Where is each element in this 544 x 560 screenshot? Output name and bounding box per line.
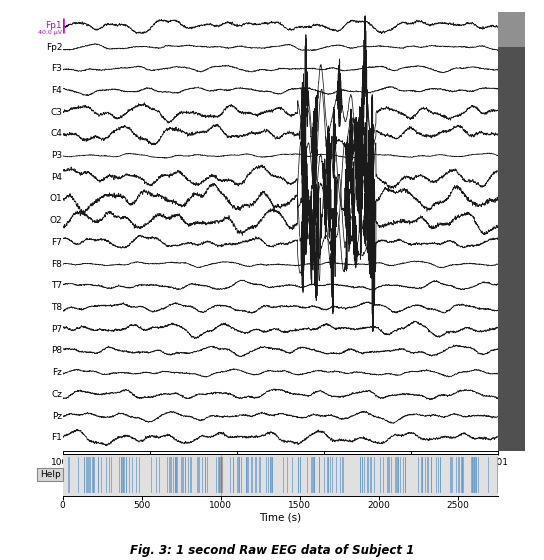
Text: F1: F1: [51, 433, 62, 442]
Text: Cz: Cz: [51, 390, 62, 399]
Text: Fig. 3: 1 second Raw EEG data of Subject 1: Fig. 3: 1 second Raw EEG data of Subject…: [130, 544, 414, 557]
Text: P8: P8: [51, 347, 62, 356]
Text: F3: F3: [51, 64, 62, 73]
Text: P4: P4: [51, 173, 62, 182]
Text: Fp2: Fp2: [46, 43, 62, 52]
Text: Help: Help: [40, 470, 60, 479]
Text: F8: F8: [51, 260, 62, 269]
Text: Fp1: Fp1: [46, 21, 62, 30]
Text: T8: T8: [51, 303, 62, 312]
Text: C3: C3: [50, 108, 62, 116]
Text: Pz: Pz: [52, 412, 62, 421]
Text: O2: O2: [50, 216, 62, 225]
Text: 40.0 μV: 40.0 μV: [38, 30, 62, 35]
Text: C4: C4: [51, 129, 62, 138]
X-axis label: Time (s): Time (s): [259, 513, 301, 523]
Text: P3: P3: [51, 151, 62, 160]
Text: F4: F4: [52, 86, 62, 95]
Bar: [498, 12, 525, 48]
Text: P7: P7: [51, 325, 62, 334]
Text: F7: F7: [51, 238, 62, 247]
Text: Fz: Fz: [52, 368, 62, 377]
Text: T7: T7: [51, 281, 62, 290]
Text: O1: O1: [50, 194, 62, 203]
